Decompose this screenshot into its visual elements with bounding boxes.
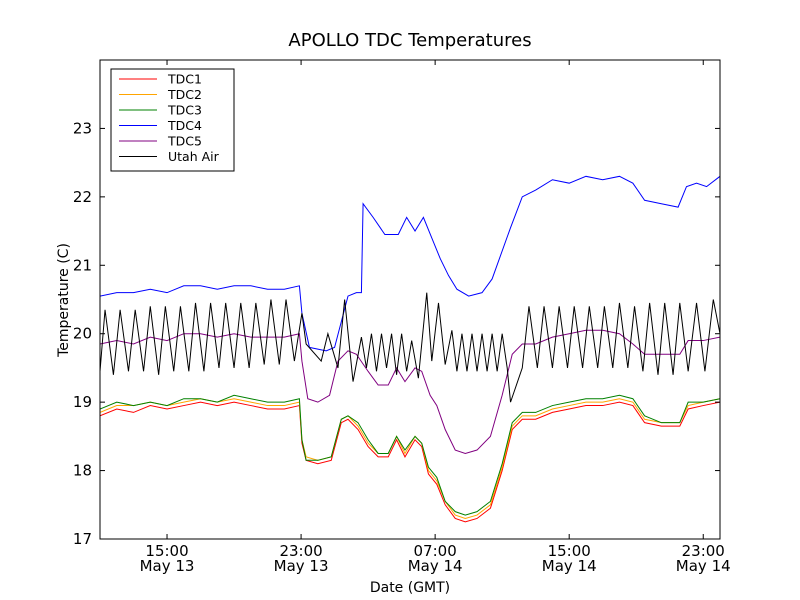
y-axis-label: Temperature (C) <box>56 243 72 358</box>
x-tick-label-time: 23:00 <box>682 542 725 560</box>
y-tick-label: 19 <box>73 393 92 411</box>
axes-frame <box>99 59 721 540</box>
x-tick-label-date: May 14 <box>408 557 463 575</box>
y-tick-label: 23 <box>73 119 92 137</box>
x-tick-label-date: May 14 <box>676 557 731 575</box>
legend-label: TDC5 <box>167 134 202 149</box>
x-tick-label-time: 15:00 <box>145 542 188 560</box>
series-line-tdc3 <box>100 394 720 516</box>
y-tick-label: 21 <box>73 256 92 274</box>
legend-label: Utah Air <box>168 149 220 164</box>
x-tick-label-time: 15:00 <box>548 542 591 560</box>
legend-label: TDC3 <box>167 103 202 118</box>
y-tick-label: 18 <box>73 462 92 480</box>
x-tick-label-date: May 13 <box>274 557 329 575</box>
series-line-tdc2 <box>100 398 720 519</box>
legend-label: TDC4 <box>167 118 202 133</box>
x-axis-label: Date (GMT) <box>370 580 450 596</box>
chart-title: APOLLO TDC Temperatures <box>288 30 531 51</box>
y-tick-label: 17 <box>73 530 92 548</box>
plot-lines <box>100 175 720 523</box>
series-line-tdc5 <box>100 329 720 454</box>
x-tick-label-date: May 13 <box>140 557 195 575</box>
series-line-utah-air <box>100 292 720 403</box>
legend-box <box>110 68 235 172</box>
x-tick-label-date: May 14 <box>542 557 597 575</box>
legend-label: TDC1 <box>167 72 202 87</box>
y-tick-label: 20 <box>73 325 92 343</box>
series-line-tdc4 <box>100 175 720 352</box>
y-tick-label: 22 <box>73 188 92 206</box>
legend-label: TDC2 <box>167 87 202 102</box>
series-line-tdc1 <box>100 401 720 523</box>
x-tick-label-time: 07:00 <box>414 542 457 560</box>
x-tick-label-time: 23:00 <box>279 542 322 560</box>
plot-border <box>99 59 721 540</box>
